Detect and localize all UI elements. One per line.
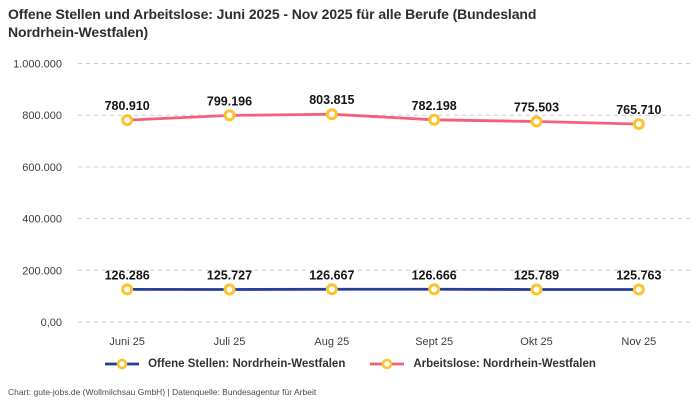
- data-point-label: 126.286: [105, 268, 150, 282]
- legend-item-arbeitslose[interactable]: Arbeitslose: Nordrhein-Westfalen: [369, 357, 596, 371]
- data-point-marker[interactable]: [121, 283, 134, 296]
- chart-title-line1: Offene Stellen und Arbeitslose: Juni 202…: [8, 6, 537, 22]
- y-tick-label: 0,00: [41, 317, 62, 329]
- legend-line-marker-icon: [370, 358, 405, 370]
- attribution-text: Chart: gute-jobs.de (Wollmilchsau GmbH) …: [8, 387, 317, 397]
- data-point-marker[interactable]: [223, 283, 236, 296]
- y-tick-label: 1.000.000: [13, 59, 62, 71]
- x-tick-label: Juni 25: [109, 336, 144, 348]
- data-point-marker[interactable]: [325, 283, 338, 296]
- x-tick-label: Nov 25: [621, 336, 656, 348]
- x-tick-label: Juli 25: [214, 336, 246, 348]
- data-point-marker[interactable]: [121, 114, 134, 127]
- legend-item-offene-stellen[interactable]: Offene Stellen: Nordrhein-Westfalen: [104, 357, 345, 371]
- chart-title-line2: Nordrhein-Westfalen): [8, 24, 149, 41]
- data-point-marker[interactable]: [632, 118, 645, 131]
- y-tick-label: 600.000: [22, 162, 62, 174]
- x-tick-label: Aug 25: [314, 336, 349, 348]
- legend-label-arbeitslose: Arbeitslose: Nordrhein-Westfalen: [413, 358, 596, 370]
- data-point-marker[interactable]: [632, 283, 645, 296]
- chart-legend: Offene Stellen: Nordrhein-Westfalen Arbe…: [0, 357, 700, 371]
- data-point-label: 780.910: [105, 99, 150, 113]
- y-tick-label: 800.000: [22, 110, 62, 122]
- x-tick-label: Sept 25: [415, 336, 453, 348]
- chart-title: Offene Stellen und Arbeitslose: Juni 202…: [8, 5, 692, 42]
- data-point-label: 125.727: [207, 268, 252, 282]
- y-tick-label: 400.000: [22, 214, 62, 226]
- data-point-marker[interactable]: [530, 283, 543, 296]
- data-point-label: 799.196: [207, 94, 252, 108]
- data-point-marker[interactable]: [325, 108, 338, 121]
- data-point-label: 125.763: [616, 268, 661, 282]
- data-point-marker[interactable]: [530, 115, 543, 128]
- data-point-marker[interactable]: [428, 113, 441, 126]
- data-point-label: 765.710: [616, 103, 661, 117]
- data-point-label: 775.503: [514, 101, 559, 115]
- data-point-marker[interactable]: [428, 283, 441, 296]
- series-line: [125, 112, 641, 126]
- legend-label-offene-stellen: Offene Stellen: Nordrhein-Westfalen: [148, 358, 346, 370]
- data-point-label: 782.198: [412, 99, 457, 113]
- y-tick-label: 200.000: [22, 265, 62, 277]
- data-point-marker[interactable]: [223, 109, 236, 122]
- x-tick-label: Okt 25: [520, 336, 552, 348]
- data-point-label: 126.667: [309, 268, 354, 282]
- data-point-label: 125.789: [514, 268, 559, 282]
- data-point-label: 803.815: [309, 93, 354, 107]
- data-point-label: 126.666: [412, 268, 457, 282]
- legend-line-marker-icon: [105, 358, 140, 370]
